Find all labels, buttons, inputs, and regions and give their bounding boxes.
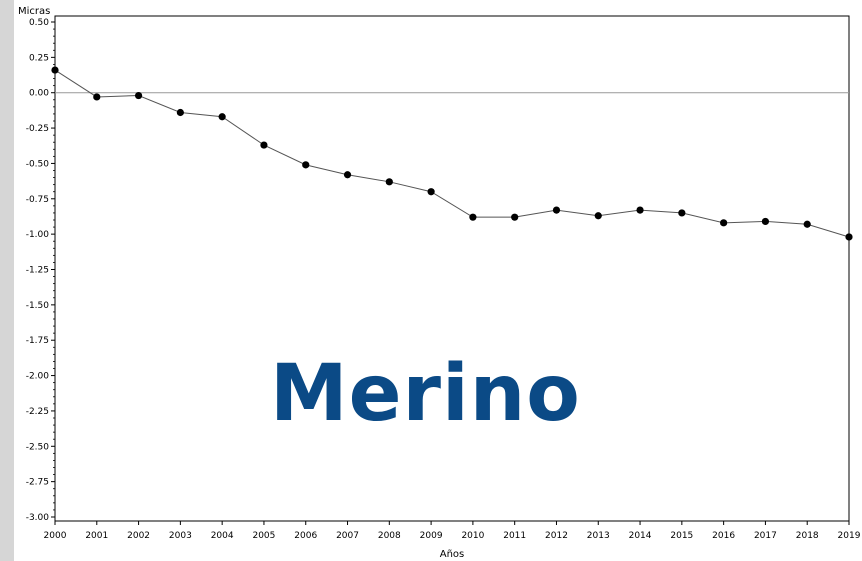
x-tick-label: 2008: [378, 531, 401, 541]
x-tick-label: 2012: [545, 531, 568, 541]
data-point: [845, 233, 853, 241]
data-point: [469, 213, 477, 221]
x-tick-label: 2007: [336, 531, 359, 541]
data-point: [761, 217, 770, 226]
x-tick-label: 2000: [44, 531, 67, 541]
y-tick-label: -0.25: [26, 124, 49, 134]
series-line: [54, 69, 850, 238]
x-tick-label: 2010: [461, 531, 484, 541]
data-point: [218, 113, 226, 121]
x-axis-label: Años: [440, 549, 465, 560]
x-tick-label: 2002: [127, 531, 150, 541]
breed-overlay-label: Merino: [270, 349, 581, 439]
data-point: [343, 171, 352, 179]
y-tick-label: -0.75: [26, 195, 49, 205]
data-point: [678, 209, 686, 217]
data-point: [93, 93, 101, 101]
data-point: [511, 213, 519, 221]
data-point: [302, 161, 310, 169]
y-tick-label: -1.25: [26, 266, 49, 276]
x-tick-label: 2014: [629, 531, 652, 541]
y-tick-label: -3.00: [26, 513, 50, 523]
x-tick-label: 2001: [85, 531, 108, 541]
x-axis-ticks: 2000 2001 2002 2003 2004 2005 2006 2007 2008 2009…: [44, 521, 861, 541]
x-tick-label: 2011: [503, 531, 526, 541]
x-tick-label: 2017: [754, 531, 777, 541]
x-tick-label: 2006: [294, 531, 317, 541]
x-tick-label: 2003: [169, 531, 192, 541]
data-point: [260, 141, 268, 149]
plot-area: [54, 15, 850, 522]
data-point: [51, 66, 59, 74]
x-tick-label: 2019: [838, 531, 861, 541]
data-point: [803, 220, 811, 228]
y-tick-label: -2.00: [26, 372, 50, 382]
y-tick-label: -2.50: [26, 442, 50, 452]
y-tick-label: -1.75: [26, 336, 49, 346]
y-axis-ticks: 0.50 0.25 0.00 -0.25 -0.50 -0.75 -1.00 -1.25 -1.…: [26, 18, 55, 523]
data-point: [427, 188, 435, 196]
y-tick-label: -2.75: [26, 478, 49, 488]
x-tick-label: 2009: [420, 531, 443, 541]
x-tick-label: 2018: [796, 531, 819, 541]
x-tick-label: 2013: [587, 531, 610, 541]
series-group: [51, 66, 853, 241]
data-point: [385, 178, 393, 186]
data-point: [594, 212, 602, 220]
y-tick-label: -1.00: [26, 230, 50, 240]
y-tick-label: 0.25: [29, 53, 49, 63]
data-point: [552, 206, 561, 214]
x-tick-label: 2005: [252, 531, 275, 541]
data-point: [134, 91, 143, 100]
y-axis-label: Micras: [18, 6, 50, 17]
y-tick-label: 0.50: [29, 18, 49, 28]
x-tick-label: 2004: [211, 531, 234, 541]
x-tick-label: 2016: [712, 531, 735, 541]
y-tick-label: 0.00: [29, 89, 49, 99]
left-margin-strip: [0, 0, 14, 561]
y-tick-label: -2.25: [26, 407, 49, 417]
y-tick-label: -1.50: [26, 301, 50, 311]
y-tick-label: -0.50: [26, 159, 50, 169]
data-point: [636, 206, 644, 214]
data-point: [720, 219, 728, 227]
x-tick-label: 2015: [670, 531, 693, 541]
data-point: [176, 108, 184, 117]
